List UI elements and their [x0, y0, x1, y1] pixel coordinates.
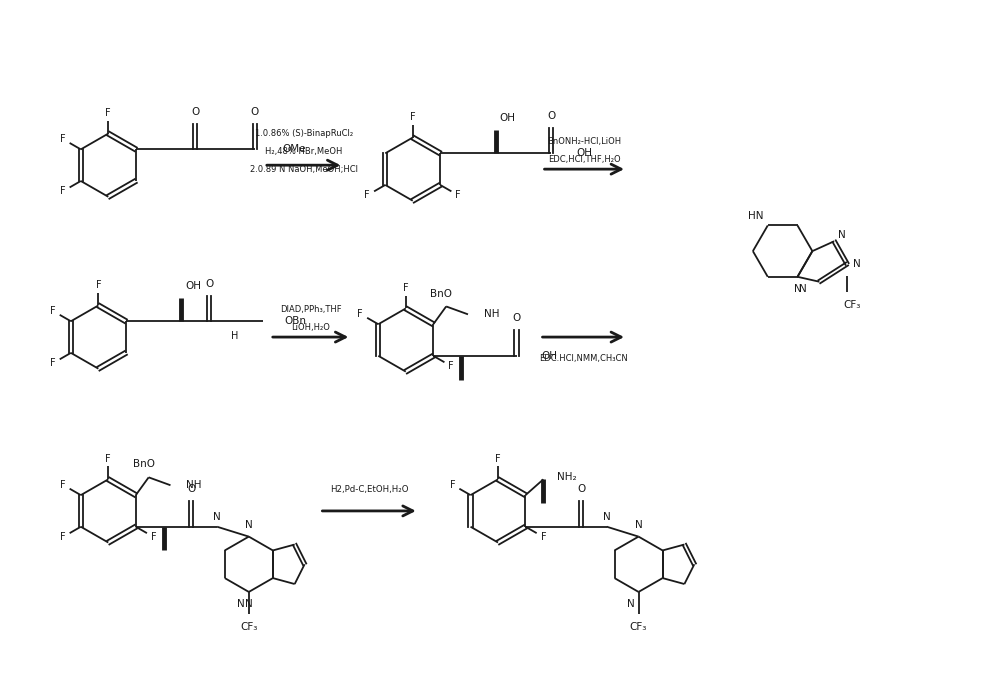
Text: NH₂: NH₂: [557, 473, 577, 482]
Text: F: F: [151, 532, 157, 542]
Text: F: F: [96, 279, 101, 290]
Text: EDC,HCl,THF,H₂O: EDC,HCl,THF,H₂O: [548, 155, 621, 164]
Text: OH: OH: [576, 149, 592, 158]
Text: CF₃: CF₃: [630, 621, 647, 632]
Text: O: O: [251, 107, 259, 117]
Text: HN: HN: [748, 210, 764, 221]
Text: F: F: [357, 309, 363, 319]
Text: N: N: [838, 230, 846, 240]
Text: BnONH₂-HCl,LiOH: BnONH₂-HCl,LiOH: [547, 137, 621, 146]
Text: BnO: BnO: [133, 460, 155, 469]
Text: F: F: [105, 108, 111, 118]
Text: F: F: [495, 453, 501, 464]
Text: F: F: [410, 112, 416, 122]
Text: F: F: [364, 190, 370, 200]
Text: N: N: [799, 284, 806, 294]
Text: F: F: [60, 532, 66, 542]
Text: LiOH,H₂O: LiOH,H₂O: [291, 323, 330, 332]
Text: OH: OH: [500, 113, 516, 123]
Text: OBn: OBn: [285, 316, 307, 326]
Text: F: F: [60, 479, 66, 490]
Text: F: F: [403, 283, 409, 292]
Text: F: F: [60, 134, 66, 144]
Text: F: F: [105, 453, 111, 464]
Text: O: O: [547, 111, 555, 121]
Text: 2.0.89 N NaOH,MeOH;HCl: 2.0.89 N NaOH,MeOH;HCl: [250, 164, 358, 173]
Text: CF₃: CF₃: [240, 621, 258, 632]
Text: O: O: [205, 279, 213, 288]
Text: H: H: [231, 331, 239, 341]
Text: N: N: [635, 520, 642, 530]
Text: H2,Pd-C,EtOH,H₂O: H2,Pd-C,EtOH,H₂O: [330, 485, 408, 494]
Text: NH: NH: [186, 480, 202, 490]
Text: F: F: [50, 306, 56, 316]
Text: DIAD,PPh₃,THF: DIAD,PPh₃,THF: [280, 305, 341, 314]
Text: H₂,48% HBr,MeOH: H₂,48% HBr,MeOH: [265, 147, 342, 156]
Text: N: N: [627, 599, 634, 609]
Text: BnO: BnO: [430, 288, 452, 299]
Text: N: N: [213, 512, 221, 522]
Text: 1.0.86% (S)-BinapRuCl₂: 1.0.86% (S)-BinapRuCl₂: [255, 129, 353, 138]
Text: F: F: [60, 186, 66, 197]
Text: N: N: [245, 599, 253, 609]
Text: NH: NH: [484, 310, 499, 319]
Text: F: F: [541, 532, 546, 542]
Text: EDC.HCl,NMM,CH₃CN: EDC.HCl,NMM,CH₃CN: [539, 354, 628, 363]
Text: F: F: [50, 358, 56, 369]
Text: CF₃: CF₃: [843, 301, 861, 310]
Text: OH: OH: [541, 351, 557, 361]
Text: O: O: [512, 313, 521, 323]
Text: O: O: [191, 107, 199, 117]
Text: O: O: [187, 484, 195, 494]
Text: OH: OH: [185, 281, 201, 290]
Text: O: O: [577, 484, 585, 494]
Text: OMe: OMe: [283, 145, 306, 154]
Text: N: N: [237, 599, 245, 609]
Text: N: N: [853, 259, 861, 269]
Text: N: N: [245, 520, 253, 530]
Text: N: N: [794, 284, 801, 294]
Text: N: N: [603, 512, 611, 522]
Text: F: F: [450, 479, 455, 490]
Text: F: F: [455, 190, 461, 200]
Text: F: F: [448, 361, 454, 371]
